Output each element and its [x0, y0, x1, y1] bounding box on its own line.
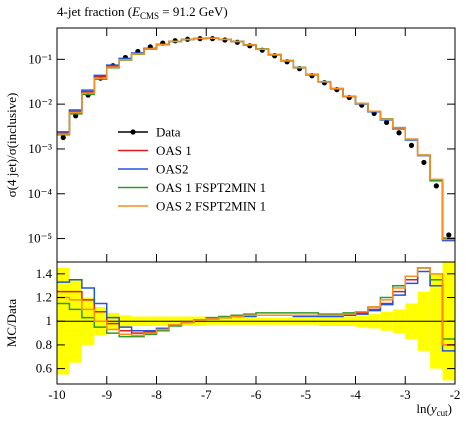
legend-label: Data	[156, 125, 181, 140]
data-point	[408, 142, 415, 148]
data-point	[446, 232, 452, 238]
chart-title: 4-jet fraction (ECMS = 91.2 GeV)	[57, 4, 228, 21]
y-tick-label: 1.2	[36, 290, 52, 305]
xlabel-part: )	[448, 401, 452, 416]
data-point	[60, 134, 66, 141]
title-part: CMS	[140, 11, 159, 21]
data-point	[383, 119, 390, 126]
y-tick-label: 10⁻³	[28, 141, 52, 156]
y-tick-label: 10⁻²	[28, 96, 52, 111]
main-frame	[56, 27, 456, 263]
xlabel-part: cut	[437, 408, 448, 418]
title-part: = 91.2 GeV)	[159, 4, 228, 19]
mc-histogram	[57, 37, 455, 241]
x-tick-label: -4	[350, 387, 361, 402]
ratio-axis-label: MC/Data	[4, 299, 19, 348]
x-tick-label: -9	[101, 387, 112, 402]
y-tick-label: 1	[46, 313, 53, 328]
legend-label: OAS 1	[156, 143, 192, 158]
data-point	[396, 130, 402, 136]
title-part: 4-jet fraction (	[57, 4, 132, 19]
x-tick-label: -3	[400, 387, 411, 402]
x-tick-label: -2	[450, 387, 461, 402]
axes: -10 -9 -8 -7 -6 -5 -4 -3 -2 10⁻⁵ 10⁻⁴ 10⁻³ 10⁻² 10⁻¹ 0…	[28, 28, 461, 402]
title-part: E	[131, 4, 140, 19]
xlabel-part: ln(	[416, 401, 430, 416]
y-tick-label: 0.6	[36, 361, 53, 376]
legend-label: OAS2	[156, 162, 189, 177]
main-plot	[57, 36, 455, 242]
y-tick-label: 10⁻⁴	[28, 186, 53, 201]
y-tick-label: 0.8	[36, 337, 52, 352]
legend-label: OAS 2 FSPT2MIN 1	[156, 199, 266, 214]
ratio-frame	[56, 261, 456, 385]
ratio-plot	[57, 262, 455, 381]
xlabel-part: y	[429, 401, 437, 416]
legend-label: OAS 1 FSPT2MIN 1	[156, 180, 266, 195]
x-tick-label: -8	[151, 387, 162, 402]
y-tick-label: 10⁻¹	[28, 51, 52, 66]
ratio-histogram	[57, 267, 455, 346]
x-tick-label: -6	[251, 387, 262, 402]
legend-marker	[130, 129, 136, 135]
data-point	[234, 39, 240, 45]
x-tick-label: -10	[48, 387, 65, 402]
data-point	[433, 183, 439, 189]
y-tick-label: 10⁻⁵	[28, 231, 52, 246]
x-axis-label: ln(ycut)	[416, 401, 452, 418]
y-tick-label: 1.4	[36, 266, 53, 281]
data-point	[421, 159, 427, 166]
x-tick-label: -7	[201, 387, 212, 402]
x-tick-label: -5	[300, 387, 311, 402]
y-axis-label: σ(4 jet)/σ(inclusive)	[4, 93, 19, 198]
